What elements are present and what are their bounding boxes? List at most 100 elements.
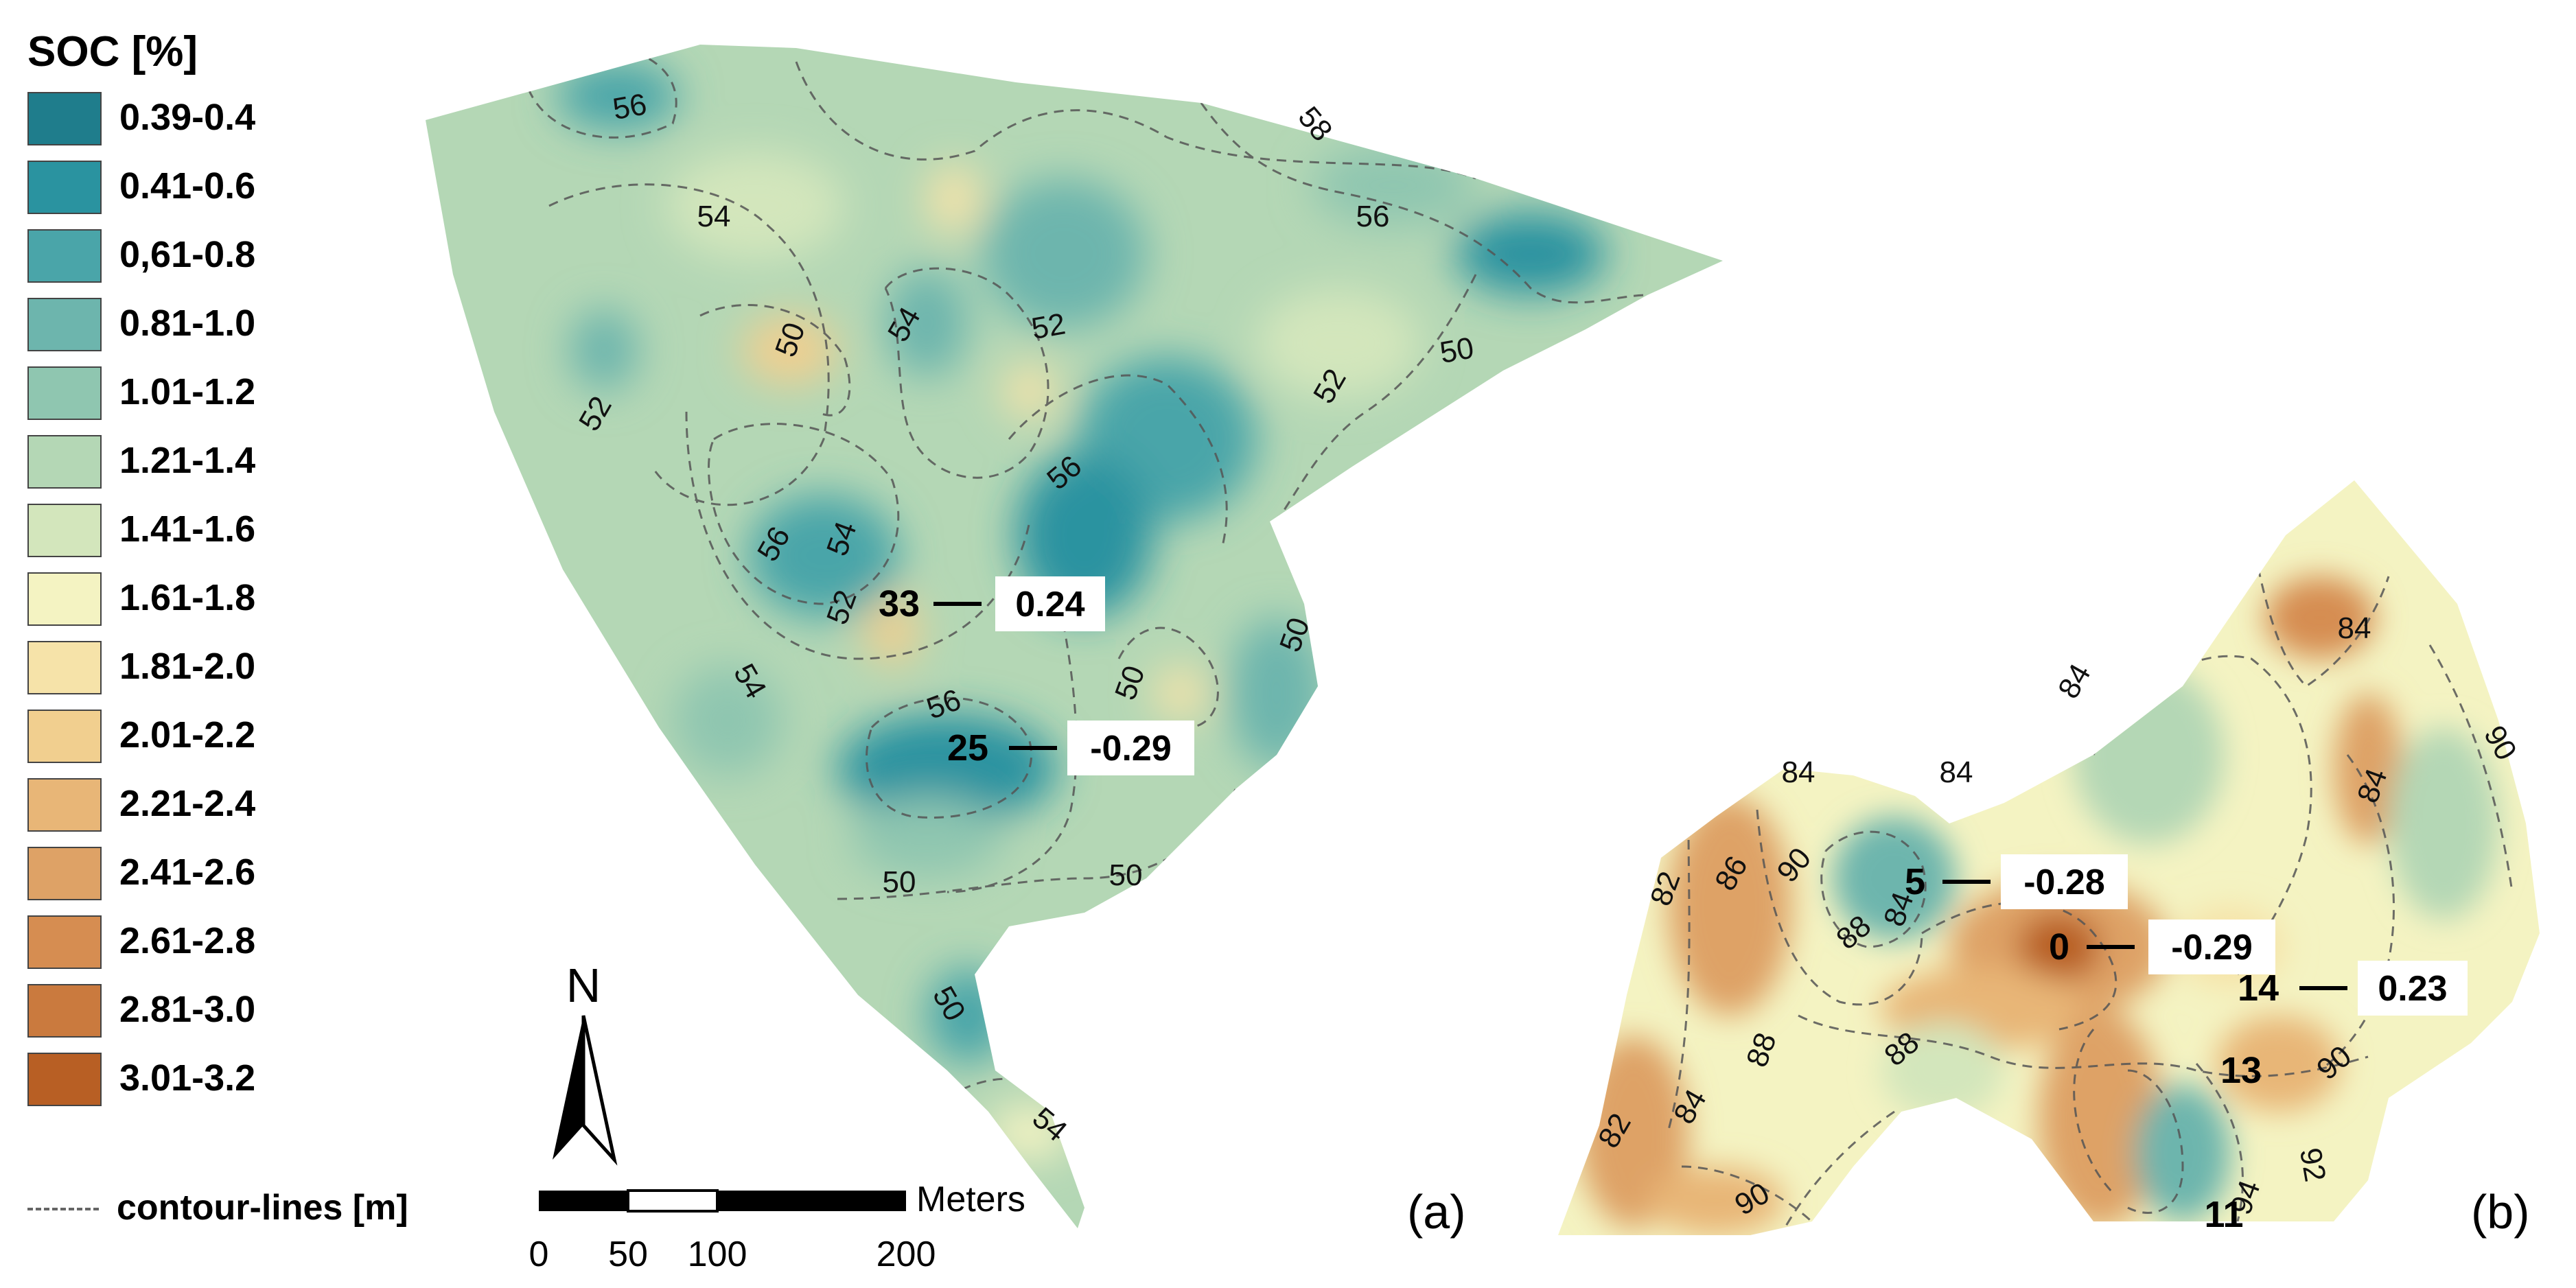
contour-line xyxy=(1820,830,1927,948)
contour-line-key-label: contour-lines [m] xyxy=(117,1188,408,1228)
contour-value-label: 84 xyxy=(1940,756,1973,789)
panel-a-label: (a) xyxy=(1407,1185,1466,1239)
panel-b-label: (b) xyxy=(2471,1185,2530,1239)
legend-swatch xyxy=(27,435,102,489)
soc-patch xyxy=(982,178,1146,329)
legend-swatch xyxy=(27,915,102,969)
sample-point-id: 0 xyxy=(2049,926,2069,968)
contour-line xyxy=(866,696,1032,819)
north-arrow-icon: N xyxy=(553,959,618,1166)
legend-swatch xyxy=(27,366,102,420)
soc-patch xyxy=(673,666,782,775)
soc-patch xyxy=(741,316,837,384)
sample-point-id: 25 xyxy=(947,727,988,769)
soc-raster-a xyxy=(426,45,1723,1228)
legend-label: 2.21-2.4 xyxy=(119,783,256,824)
soc-patch xyxy=(748,494,899,618)
legend-label: 1.01-1.2 xyxy=(119,371,256,412)
legend-swatch xyxy=(27,161,102,214)
contour-line xyxy=(708,423,900,605)
legend-swatch xyxy=(27,572,102,626)
sample-point-id: 33 xyxy=(879,583,920,624)
legend-swatch xyxy=(27,847,102,900)
legend-swatch xyxy=(27,778,102,832)
contour-line xyxy=(1798,1014,2369,1077)
contour-value-label: 84 xyxy=(2052,658,2098,704)
legend-swatch xyxy=(27,710,102,763)
soc-patch xyxy=(885,268,968,377)
correlation-box xyxy=(1067,721,1194,775)
soc-patch xyxy=(1002,364,1057,419)
contour-line xyxy=(1921,901,2117,1031)
legend-label: 1.41-1.6 xyxy=(119,508,256,550)
legend-label: 2.81-3.0 xyxy=(119,989,256,1030)
legend-swatch xyxy=(27,641,102,694)
soc-patch xyxy=(1881,1022,2004,1119)
contour-line xyxy=(2428,644,2514,893)
contour-value-label: 50 xyxy=(883,865,916,899)
soc-patch xyxy=(570,309,638,391)
soc-patch xyxy=(2039,1009,2162,1228)
soc-patch xyxy=(1256,288,1421,398)
legend-label: 0.81-1.0 xyxy=(119,303,256,344)
scale-tick-50: 50 xyxy=(608,1234,648,1274)
contour-line xyxy=(1783,1110,1895,1229)
legend-label: 3.01-3.2 xyxy=(119,1057,256,1099)
soc-patch xyxy=(2217,1016,2341,1112)
sample-point-id: 14 xyxy=(2238,968,2279,1009)
correlation-value: -0.29 xyxy=(2171,928,2253,968)
sample-point-id: 11 xyxy=(2204,1194,2243,1235)
legend-title: SOC [%] xyxy=(27,28,198,75)
scale-tick-200: 200 xyxy=(877,1234,936,1274)
soc-patch xyxy=(556,62,680,130)
contour-line xyxy=(2073,1029,2115,1195)
legend-label: 2.01-2.2 xyxy=(119,714,256,756)
contour-value-label: 52 xyxy=(1029,307,1068,346)
contour-value-label: 50 xyxy=(1437,331,1476,370)
contour-value-label: 56 xyxy=(1356,200,1390,233)
soc-patch xyxy=(666,151,844,261)
contour-line xyxy=(1667,823,1691,1133)
correlation-value: -0.28 xyxy=(2023,863,2105,902)
legend-swatch xyxy=(27,298,102,351)
contour-line xyxy=(2127,1069,2184,1214)
correlation-value: 0.23 xyxy=(2378,969,2447,1009)
scale-bar: Meters 0 50 100 200 xyxy=(529,1180,1025,1274)
correlation-box xyxy=(2148,920,2275,974)
soc-patch xyxy=(1455,213,1606,295)
north-label: N xyxy=(566,959,601,1012)
soc-patch xyxy=(865,597,920,666)
soc-patch xyxy=(2334,693,2402,844)
contour-line xyxy=(1756,809,1923,1006)
soc-patch xyxy=(851,796,1002,878)
legend-label: 1.21-1.4 xyxy=(119,440,256,481)
contour-line xyxy=(1008,374,1228,550)
soc-patch xyxy=(2265,576,2375,659)
contour-value-label: 84 xyxy=(1782,756,1815,789)
correlation-value: 0.24 xyxy=(1015,585,1084,624)
contour-line xyxy=(947,589,1078,893)
soc-raster-b xyxy=(1558,480,2540,1235)
legend-swatch xyxy=(27,504,102,557)
contour-value-label: 54 xyxy=(697,200,731,233)
soc-patch xyxy=(1647,1167,1785,1235)
sample-point-id: 5 xyxy=(1905,861,1925,902)
contour-value-label: 50 xyxy=(1109,858,1143,892)
contour-line xyxy=(527,47,677,139)
soc-patch xyxy=(927,165,982,233)
soc-patch xyxy=(1833,817,1956,940)
soc-patch xyxy=(1153,666,1208,721)
scale-tick-100: 100 xyxy=(688,1234,747,1274)
legend-label: 0.39-0.4 xyxy=(119,97,256,138)
contour-line xyxy=(2195,1063,2244,1222)
soc-patch xyxy=(837,714,1057,823)
correlation-box xyxy=(995,576,1105,631)
sample-point-id: 13 xyxy=(2220,1050,2262,1091)
legend-swatch xyxy=(27,229,102,283)
contour-line xyxy=(1275,274,1477,522)
contour-value-label: 56 xyxy=(610,87,649,126)
contour-value-label: 92 xyxy=(2293,1145,2332,1184)
